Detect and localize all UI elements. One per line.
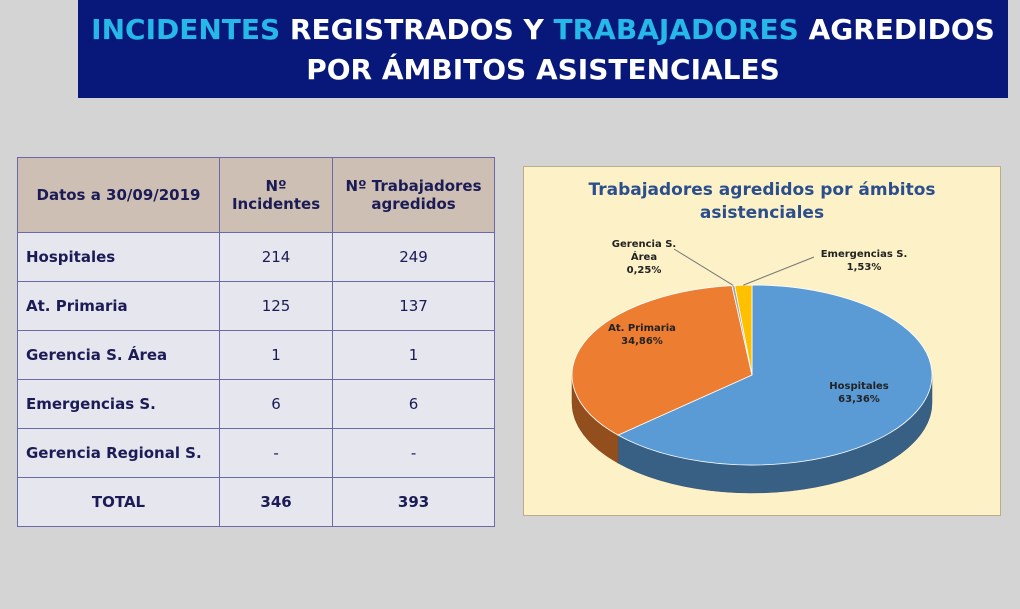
pie-label-3: Emergencias S. 1,53% [821, 249, 908, 273]
row-trabajadores: 1 [332, 330, 495, 380]
incidents-table: Datos a 30/09/2019 Nº Incidentes Nº Trab… [17, 157, 495, 527]
row-incidentes: 6 [218, 379, 334, 429]
row-trabajadores: - [332, 428, 495, 478]
row-label: Gerencia S. Área [17, 330, 220, 380]
table-row: Emergencias S. 6 6 [17, 379, 495, 429]
row-label: Emergencias S. [17, 379, 220, 429]
row-incidentes: 125 [218, 281, 334, 331]
table-row: Hospitales 214 249 [17, 232, 495, 282]
pie-chart-panel: Trabajadores agredidos por ámbitos asist… [523, 166, 1001, 516]
table-row: Gerencia S. Área 1 1 [17, 330, 495, 380]
title-text-registrados: REGISTRADOS Y [280, 13, 554, 46]
leader-line-2 [673, 248, 734, 286]
pie-label-1: At. Primaria 34,86% [608, 323, 676, 347]
row-trabajadores: 137 [332, 281, 495, 331]
title-line-1: INCIDENTES REGISTRADOS Y TRABAJADORES AG… [78, 10, 1008, 50]
row-incidentes: 1 [218, 330, 334, 380]
row-incidentes: - [218, 428, 334, 478]
title-highlight-trabajadores: TRABAJADORES [553, 13, 799, 46]
chart-title-line-2: asistenciales [699, 203, 825, 223]
leader-line-3 [743, 256, 815, 286]
title-line-2: POR ÁMBITOS ASISTENCIALES [306, 53, 780, 86]
row-label: Hospitales [17, 232, 220, 282]
title-text-agredidos: AGREDIDOS [798, 13, 995, 46]
row-label: Gerencia Regional S. [17, 428, 220, 478]
total-label: TOTAL [17, 477, 220, 527]
table-row: At. Primaria 125 137 [17, 281, 495, 331]
row-label: At. Primaria [17, 281, 220, 331]
header-incidentes: Nº Incidentes [218, 157, 334, 233]
table-header-row: Datos a 30/09/2019 Nº Incidentes Nº Trab… [17, 157, 495, 233]
chart-title-line-1: Trabajadores agredidos por ámbitos [588, 180, 936, 200]
pie-slice-1 [571, 285, 753, 436]
row-trabajadores: 6 [332, 379, 495, 429]
row-incidentes: 214 [218, 232, 334, 282]
pie-slice-0 [617, 284, 933, 466]
page-title-banner: INCIDENTES REGISTRADOS Y TRABAJADORES AG… [78, 0, 1008, 98]
pie-label-0: Hospitales 63,36% [829, 381, 889, 405]
row-trabajadores: 249 [332, 232, 495, 282]
chart-title: Trabajadores agredidos por ámbitos asist… [524, 179, 1000, 225]
total-trabajadores: 393 [332, 477, 495, 527]
pie-label-2: Gerencia S. Área 0,25% [612, 239, 676, 276]
header-date: Datos a 30/09/2019 [17, 157, 220, 233]
title-highlight-incidentes: INCIDENTES [91, 13, 281, 46]
total-incidentes: 346 [218, 477, 334, 527]
header-trabajadores: Nº Trabajadores agredidos [332, 157, 495, 233]
table-total-row: TOTAL 346 393 [17, 477, 495, 527]
pie-chart: Hospitales 63,36% At. Primaria 34,86% Gerenc… [571, 239, 933, 494]
table-row: Gerencia Regional S. - - [17, 428, 495, 478]
